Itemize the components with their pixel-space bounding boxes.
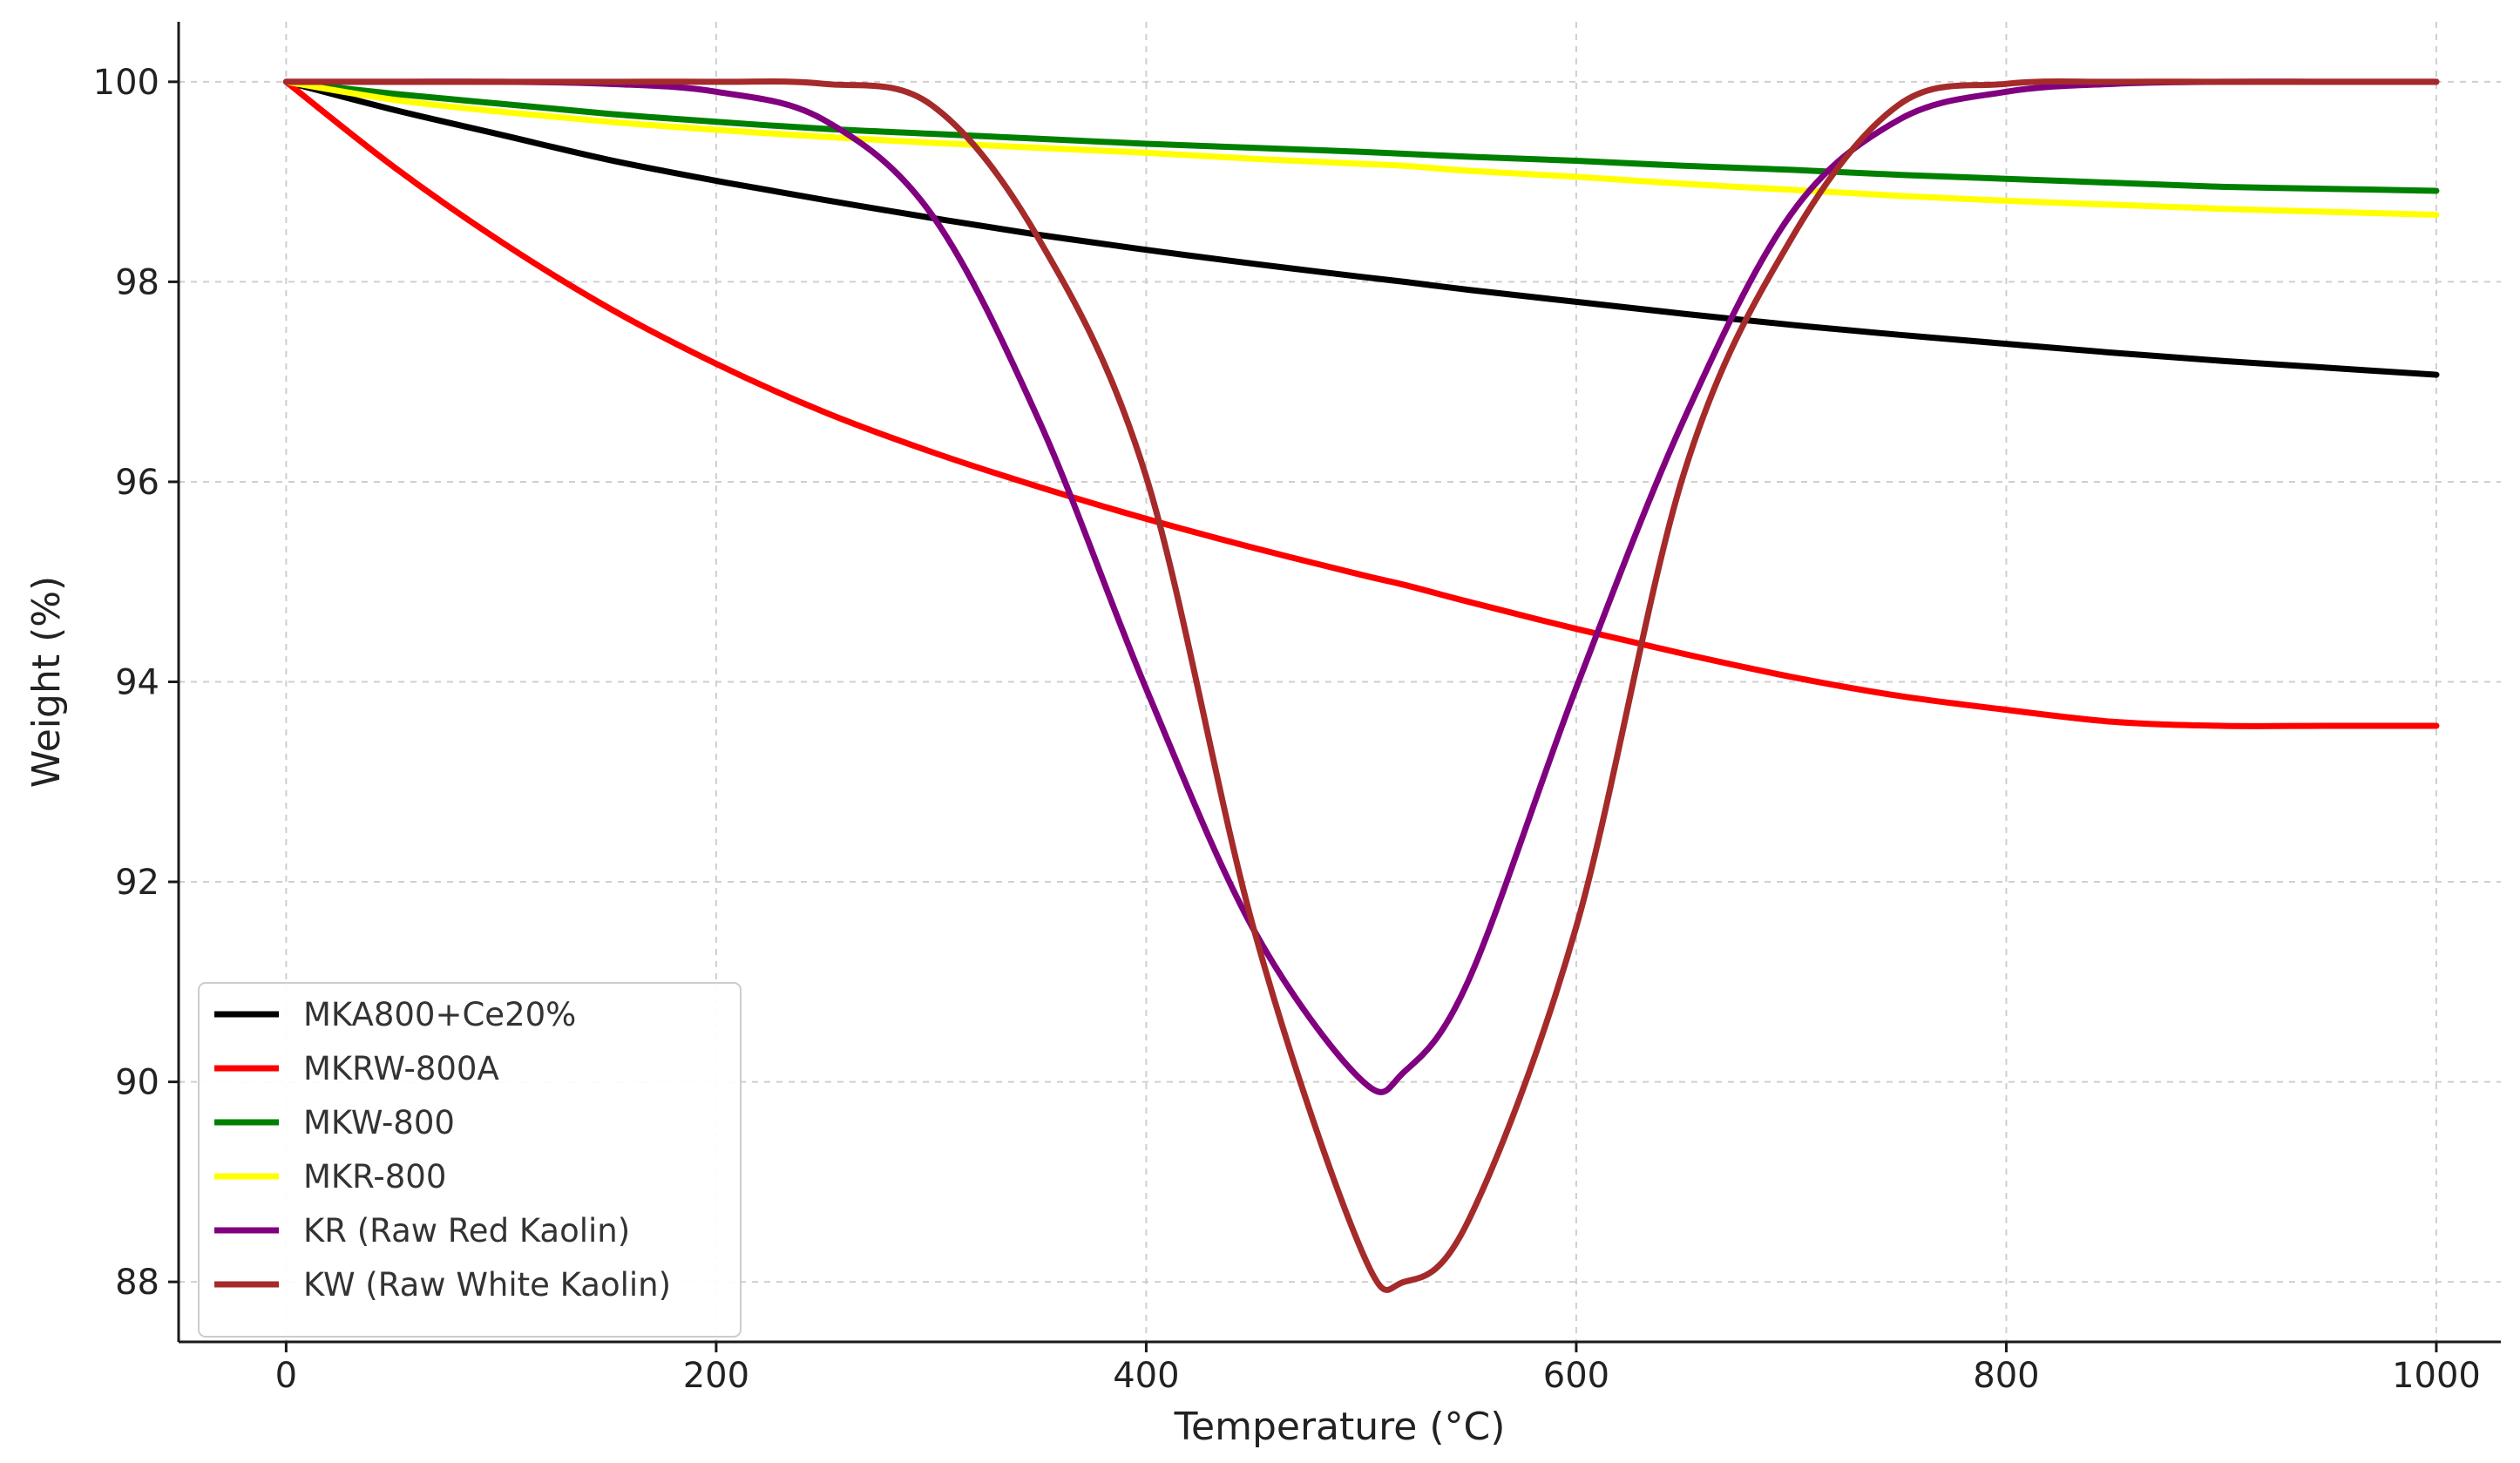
series-line-3 — [282, 78, 2440, 218]
series-line-4 — [282, 78, 2440, 1095]
legend-label: KW (Raw White Kaolin) — [303, 1266, 671, 1304]
x-tick-label: 200 — [683, 1356, 749, 1396]
series-line-1 — [282, 78, 2440, 729]
y-tick-label: 98 — [115, 262, 159, 302]
legend-label: MKW-800 — [303, 1104, 455, 1141]
y-tick-label: 88 — [115, 1263, 159, 1303]
tick-labels: 0 200 400 600 800 1000 88 90 92 94 96 98 100 — [93, 63, 2481, 1396]
series-line-2 — [282, 78, 2440, 194]
x-tick-label: 1000 — [2392, 1356, 2481, 1396]
series-lines — [282, 78, 2440, 1293]
axes — [168, 22, 2501, 1352]
legend: MKA800+Ce20% MKRW-800A MKW-800 MKR-800 KR (R… — [198, 982, 742, 1338]
legend-label: MKA800+Ce20% — [303, 996, 576, 1033]
y-axis-label: Weight (%) — [24, 576, 69, 788]
x-tick-label: 800 — [1973, 1356, 2039, 1396]
legend-box — [198, 982, 742, 1338]
y-tick-label: 100 — [93, 63, 159, 103]
legend-label: MKRW-800A — [303, 1050, 499, 1087]
series-line-0 — [282, 78, 2440, 378]
y-tick-label: 96 — [115, 463, 159, 503]
legend-label: KR (Raw Red Kaolin) — [303, 1212, 630, 1250]
x-tick-label: 0 — [275, 1356, 297, 1396]
y-tick-label: 92 — [115, 863, 159, 903]
y-tick-label: 90 — [115, 1063, 159, 1103]
x-tick-label: 600 — [1543, 1356, 1609, 1396]
x-axis-label: Temperature (°C) — [1174, 1405, 1506, 1449]
x-tick-label: 400 — [1113, 1356, 1179, 1396]
series-line-5 — [282, 78, 2440, 1293]
y-tick-label: 94 — [115, 663, 159, 703]
legend-label: MKR-800 — [303, 1158, 446, 1195]
